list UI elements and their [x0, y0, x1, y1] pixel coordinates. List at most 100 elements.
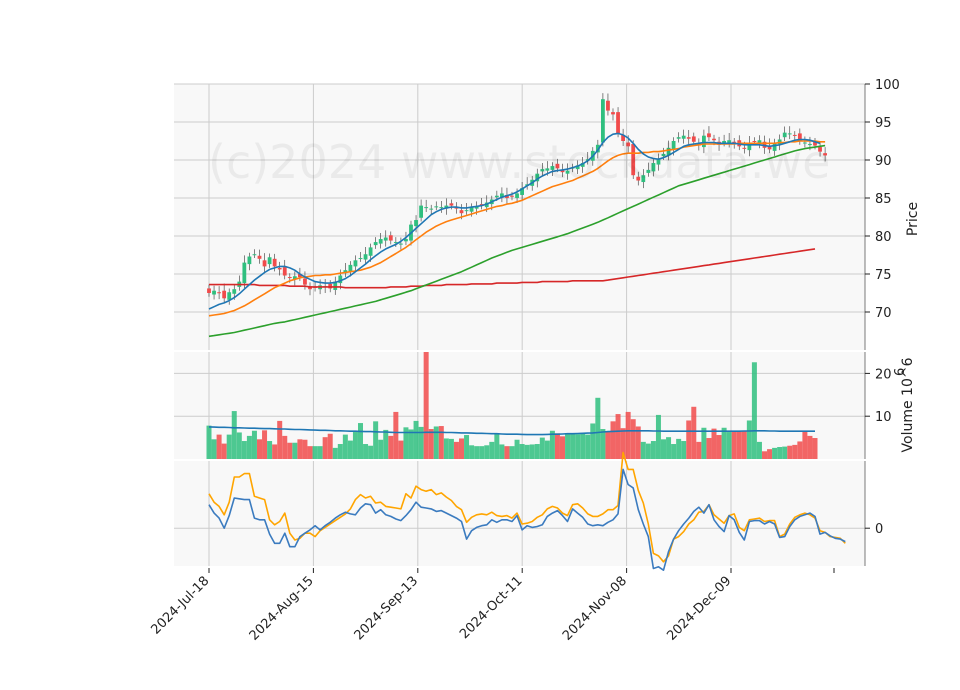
volume-bar [453, 441, 459, 459]
volume-bar [373, 421, 379, 459]
candle-body [747, 143, 752, 151]
volume-bar [615, 414, 621, 459]
candle-body [469, 207, 474, 212]
volume-bar [358, 423, 363, 459]
candle-body [813, 141, 817, 146]
volume-bar [226, 434, 232, 459]
volume-bar [590, 423, 596, 459]
volume-bar [544, 440, 550, 459]
volume-ytick-label: 20 [875, 367, 892, 382]
volume-bar [322, 437, 328, 459]
candle-body [722, 141, 726, 143]
candle-body [500, 193, 504, 198]
candle-body [474, 206, 479, 209]
candle-body [358, 258, 363, 260]
candle-body [207, 288, 211, 293]
macd-background [174, 461, 865, 566]
candle-body [383, 237, 388, 241]
candle-body [262, 260, 267, 267]
x-tick-label: 2024-Jul-18 [148, 574, 212, 638]
volume-bar [605, 431, 611, 459]
candle-body [626, 142, 631, 147]
candle-body [368, 247, 373, 256]
candle-body [510, 195, 514, 197]
candle-body [282, 267, 287, 276]
volume-bar [736, 430, 742, 459]
volume-bar [797, 441, 803, 459]
volume-bar [347, 440, 353, 459]
candle-body [606, 100, 610, 111]
volume-bar [711, 428, 717, 459]
candle-body [414, 220, 418, 227]
volume-bar [772, 447, 778, 459]
volume-bar [767, 449, 773, 459]
volume-bar [438, 426, 444, 459]
candle-body [212, 290, 216, 295]
volume-bar [514, 439, 520, 459]
candle-body [222, 290, 227, 299]
price-ytick-label: 100 [875, 78, 900, 93]
volume-bar [246, 435, 252, 459]
candle-body [515, 193, 519, 198]
volume-bar [782, 446, 788, 459]
candle-body [767, 145, 772, 150]
volume-bar [337, 444, 343, 459]
ma-long-line [209, 248, 816, 289]
volume-bar [499, 444, 505, 459]
candle-body [227, 292, 232, 300]
candle-body [611, 112, 615, 115]
volume-bar [317, 446, 323, 459]
volume-bar [554, 433, 560, 459]
candle-body [651, 163, 656, 172]
candle-body [681, 135, 686, 139]
x-tick-label: 2024-Dec-09 [664, 574, 734, 644]
volume-bar [241, 441, 247, 459]
candle-body [823, 153, 827, 156]
volume-bar [504, 446, 510, 459]
volume-bar [277, 420, 283, 459]
candle-body [560, 169, 565, 173]
candle-body [298, 274, 302, 278]
volume-bar [807, 435, 813, 459]
candle-body [535, 173, 540, 182]
candle-body [646, 169, 651, 173]
volume-bar [428, 429, 434, 459]
volume-bar [640, 441, 646, 459]
volume-bar [327, 433, 333, 459]
volume-bar [580, 432, 586, 459]
candle-body [712, 138, 716, 141]
candle-body [292, 276, 297, 280]
volume-bar [812, 438, 818, 459]
candle-body [641, 175, 646, 183]
candle-body [348, 264, 353, 272]
volume-bar [408, 429, 414, 459]
candle-body [419, 205, 423, 218]
candle-body [247, 256, 252, 265]
candle-body [808, 144, 812, 146]
candle-body [373, 242, 378, 246]
candle-body [272, 258, 277, 267]
volume-bar [378, 439, 384, 459]
volume-bar [257, 439, 262, 459]
x-tick-label: 2024-Sep-13 [352, 574, 422, 644]
candle-body [424, 207, 429, 209]
volume-bar [666, 437, 672, 459]
candle-body [353, 260, 358, 267]
volume-bar [307, 446, 313, 459]
candle-body [732, 141, 737, 143]
volume-bar [746, 420, 752, 459]
volume-bar [620, 428, 626, 459]
volume-bar [332, 447, 338, 459]
candle-body [580, 163, 585, 167]
volume-bar [661, 439, 666, 459]
volume-bar [787, 445, 793, 459]
volume-bar [610, 421, 616, 459]
candle-body [616, 112, 620, 134]
candle-body [540, 169, 545, 172]
volume-bar [251, 430, 257, 459]
volume-bar [363, 444, 369, 459]
volume-bar [312, 446, 318, 459]
candle-body [661, 153, 666, 157]
candle-body [691, 136, 696, 142]
volume-bar [383, 429, 389, 459]
